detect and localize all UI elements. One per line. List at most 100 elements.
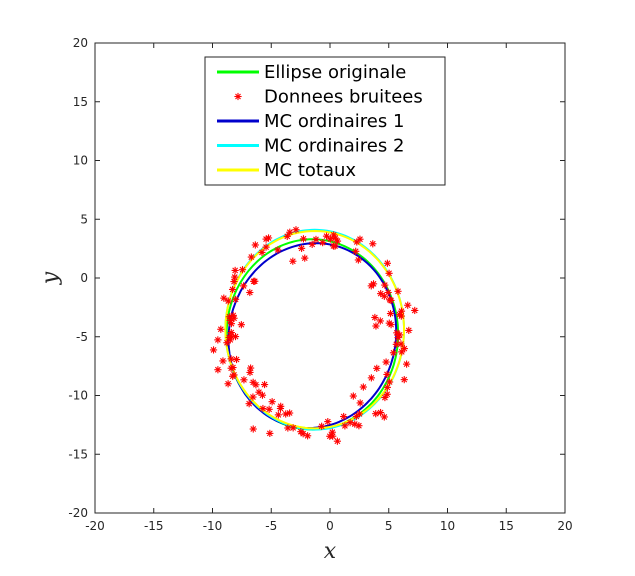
noisy-data-point bbox=[382, 358, 390, 366]
noisy-data-point bbox=[258, 248, 266, 257]
noisy-data-point bbox=[286, 228, 294, 236]
x-tick-label: -10 bbox=[203, 519, 223, 533]
noisy-data-point bbox=[400, 344, 408, 353]
noisy-data-point bbox=[239, 282, 248, 290]
noisy-data-point bbox=[359, 383, 367, 391]
noisy-data-point bbox=[268, 398, 276, 406]
noisy-data-point bbox=[331, 242, 339, 250]
noisy-data-point bbox=[301, 254, 309, 262]
noisy-data-point bbox=[209, 346, 218, 354]
noisy-data-point bbox=[266, 429, 274, 438]
x-axis-ticks: -20 -15 -10 -5 0 5 10 15 20 bbox=[85, 43, 573, 533]
noisy-data-point bbox=[376, 408, 385, 417]
noisy-data-point bbox=[247, 253, 255, 261]
noisy-data-point bbox=[372, 322, 380, 330]
noisy-data-point bbox=[405, 326, 413, 335]
noisy-data-point bbox=[260, 380, 269, 389]
x-tick-label: 10 bbox=[440, 519, 455, 533]
noisy-data-point bbox=[397, 340, 405, 348]
noisy-data-point bbox=[262, 243, 270, 251]
noisy-data-point bbox=[238, 266, 247, 274]
y-tick-label: -10 bbox=[68, 389, 88, 403]
y-tick-label: -15 bbox=[68, 447, 88, 461]
noisy-data-point bbox=[219, 357, 227, 365]
x-tick-label: 20 bbox=[557, 519, 572, 533]
x-tick-label: 5 bbox=[385, 519, 393, 533]
plot-curves bbox=[224, 228, 405, 431]
noisy-data-point bbox=[247, 364, 255, 372]
noisy-data-point bbox=[340, 412, 348, 421]
noisy-data-point bbox=[232, 355, 241, 364]
x-tick-label: -15 bbox=[144, 519, 164, 533]
legend-entry: Ellipse originale bbox=[217, 62, 406, 83]
legend-label: MC ordinaires 2 bbox=[264, 136, 404, 157]
noisy-data-point bbox=[297, 428, 305, 436]
noisy-data-point bbox=[220, 294, 228, 302]
noisy-data-point bbox=[372, 410, 380, 418]
noisy-data-point bbox=[394, 334, 402, 342]
noisy-data-point bbox=[398, 348, 406, 356]
noisy-data-point bbox=[322, 232, 331, 240]
noisy-data-point bbox=[380, 292, 388, 300]
noisy-data-point bbox=[312, 235, 320, 244]
noisy-data-point bbox=[277, 402, 285, 410]
noisy-data-point bbox=[367, 282, 375, 290]
noisy-data-point bbox=[397, 312, 405, 320]
noisy-data-point bbox=[289, 257, 297, 265]
legend-label: Ellipse originale bbox=[264, 62, 406, 83]
noisy-data-point bbox=[214, 366, 222, 374]
noisy-data-point bbox=[297, 244, 306, 252]
noisy-data-point bbox=[229, 363, 237, 372]
x-tick-label: -5 bbox=[265, 519, 277, 533]
noisy-data-point bbox=[383, 370, 391, 379]
noisy-data-point bbox=[394, 287, 402, 295]
x-tick-label: -20 bbox=[85, 519, 105, 533]
noisy-data-point bbox=[224, 297, 232, 305]
legend-label: MC totaux bbox=[264, 160, 356, 181]
noisy-data-point bbox=[329, 432, 337, 440]
noisy-data-point bbox=[356, 399, 364, 407]
noisy-data-point bbox=[383, 259, 391, 267]
noisy-data-point bbox=[353, 238, 361, 246]
y-tick-label: 20 bbox=[73, 36, 88, 50]
noisy-data-point bbox=[373, 364, 381, 372]
y-tick-label: 5 bbox=[80, 212, 88, 226]
noisy-data-point bbox=[411, 306, 419, 315]
noisy-data-point bbox=[249, 425, 257, 433]
noisy-data-point bbox=[251, 277, 259, 285]
noisy-data-point bbox=[292, 226, 300, 234]
noisy-data-point bbox=[282, 410, 290, 418]
noisy-data-point bbox=[259, 404, 267, 413]
noisy-data-point bbox=[404, 301, 412, 309]
y-axis-label: y bbox=[38, 271, 63, 285]
legend-entry: MC totaux bbox=[217, 160, 356, 181]
noisy-data-point bbox=[386, 309, 395, 318]
fit-ellipse-mc-totaux bbox=[224, 229, 405, 430]
legend-entry: MC ordinaires 1 bbox=[217, 111, 404, 132]
noisy-data-point bbox=[227, 355, 235, 363]
noisy-data-point bbox=[400, 376, 408, 384]
noisy-data-point bbox=[264, 234, 273, 242]
noisy-data-point bbox=[354, 256, 362, 264]
noisy-data-point bbox=[308, 240, 316, 248]
noisy-data-point bbox=[377, 290, 385, 298]
noisy-data-point bbox=[237, 321, 245, 329]
noisy-data-point bbox=[227, 332, 235, 340]
noisy-data-point bbox=[383, 383, 391, 391]
x-axis-label: x bbox=[324, 539, 337, 564]
noisy-points bbox=[209, 226, 419, 445]
noisy-data-point bbox=[387, 296, 395, 305]
y-tick-label: 10 bbox=[73, 154, 88, 168]
noisy-data-point bbox=[249, 378, 257, 386]
noisy-data-point bbox=[384, 288, 392, 297]
noisy-data-point bbox=[232, 295, 240, 303]
legend-label: MC ordinaires 1 bbox=[264, 111, 404, 132]
noisy-data-point bbox=[245, 400, 253, 408]
noisy-data-point bbox=[249, 393, 257, 401]
legend-entry: Donnees bruitees bbox=[234, 87, 423, 108]
noisy-data-point bbox=[284, 424, 292, 432]
noisy-data-point bbox=[319, 239, 327, 247]
noisy-data-point bbox=[274, 246, 282, 254]
noisy-data-point bbox=[234, 92, 242, 101]
